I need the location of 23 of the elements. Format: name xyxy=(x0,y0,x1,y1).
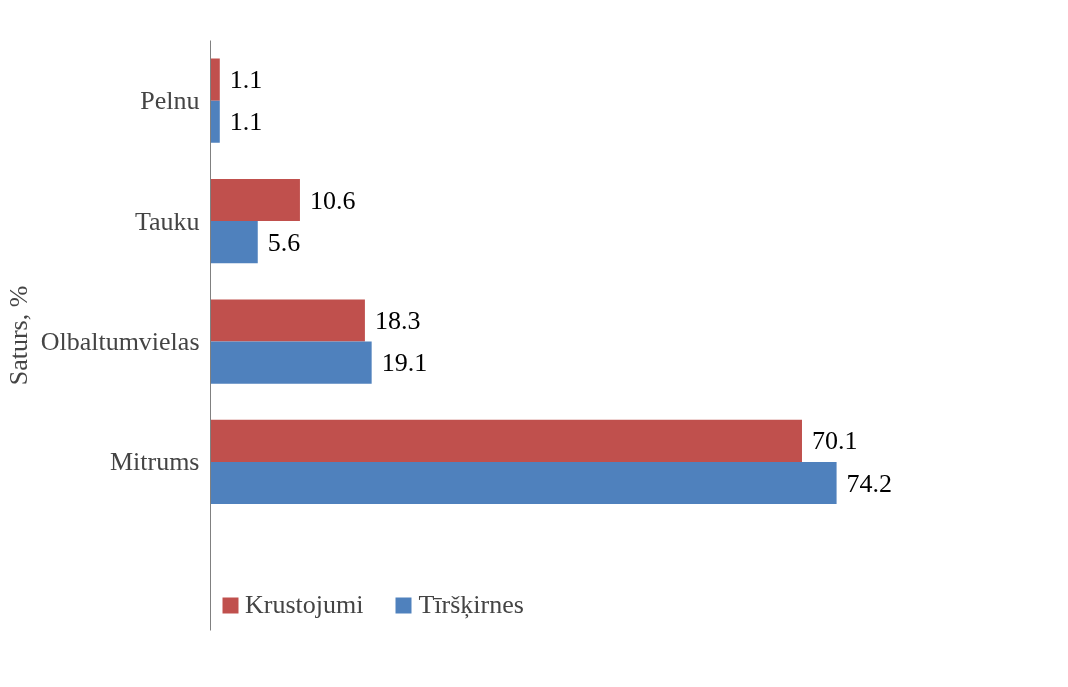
data-label: 1.1 xyxy=(229,65,263,95)
bar xyxy=(210,58,220,101)
y-tick-label: Mitrums xyxy=(109,447,200,477)
data-label: 18.3 xyxy=(374,305,421,335)
data-label: 19.1 xyxy=(381,348,428,378)
y-tick-label: Pelnu xyxy=(140,86,200,116)
bar xyxy=(210,299,365,342)
y-tick-label: Tauku xyxy=(134,206,200,236)
bar xyxy=(210,341,372,384)
bar xyxy=(210,221,258,264)
bar xyxy=(210,178,300,222)
legend-label: Krustojumi xyxy=(245,590,364,620)
data-label: 10.6 xyxy=(309,185,356,215)
bar xyxy=(210,461,837,505)
data-label: 70.1 xyxy=(811,426,858,456)
bar xyxy=(210,100,220,143)
data-label: 1.1 xyxy=(229,107,263,137)
data-label: 74.2 xyxy=(846,468,893,498)
bar xyxy=(210,419,802,462)
data-label: 5.6 xyxy=(267,227,301,257)
legend-label: Tīršķirnes xyxy=(418,590,524,620)
y-tick-label: Olbaltumvielas xyxy=(40,327,200,357)
y-axis-title: Saturs, % xyxy=(3,285,33,386)
